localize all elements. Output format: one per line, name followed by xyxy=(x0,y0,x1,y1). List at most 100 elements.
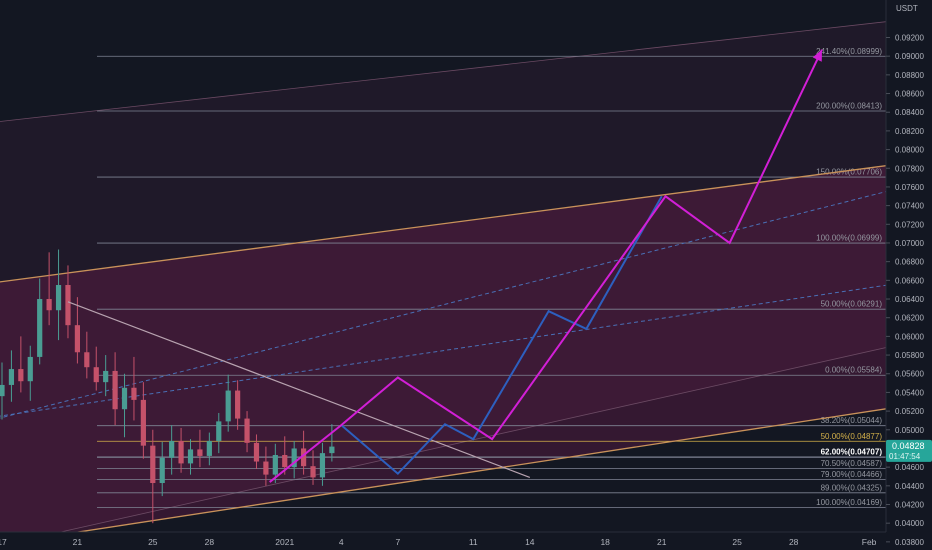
time-tick-label: 21 xyxy=(657,537,667,547)
time-axis[interactable]: 17 21 25 28 2021 4 7 11 14 18 21 25 28 Feb xyxy=(0,537,877,547)
candle-body[interactable] xyxy=(37,299,43,357)
time-tick-label: 25 xyxy=(732,537,742,547)
candle-body[interactable] xyxy=(235,390,241,419)
outer-channel-band xyxy=(0,21,886,532)
candle-body[interactable] xyxy=(18,369,24,382)
price-countdown: 01:47:54 xyxy=(889,452,921,461)
candle-body[interactable] xyxy=(244,418,250,443)
outer-upper-channel-line xyxy=(0,21,886,122)
candle-body[interactable] xyxy=(65,285,71,326)
time-tick-label: 7 xyxy=(395,537,400,547)
price-tick-label: 0.07400 xyxy=(895,202,924,211)
candle-body[interactable] xyxy=(131,387,137,400)
candle-body[interactable] xyxy=(206,440,212,456)
projection-arrow-head xyxy=(812,49,822,62)
price-tick-label: 0.07000 xyxy=(895,239,924,248)
candle-body[interactable] xyxy=(112,370,118,410)
fib-level-label: 79.00%(0.04466) xyxy=(821,470,883,479)
price-tick-label: 0.04600 xyxy=(895,463,924,472)
candle-body[interactable] xyxy=(272,454,278,475)
price-tick-label: 0.08600 xyxy=(895,90,924,99)
currency-label: USDT xyxy=(896,4,918,13)
price-tick-label: 0.08400 xyxy=(895,108,924,117)
price-tick-label: 0.06600 xyxy=(895,276,924,285)
fib-level-label: 89.00%(0.04325) xyxy=(821,483,883,492)
time-tick-label: 2021 xyxy=(275,537,294,547)
candle-body[interactable] xyxy=(159,457,165,484)
candle-body[interactable] xyxy=(46,299,52,311)
candle-body[interactable] xyxy=(93,367,99,383)
candle-body[interactable] xyxy=(301,448,307,467)
price-tick-label: 0.08000 xyxy=(895,146,924,155)
price-tick-label: 0.07600 xyxy=(895,183,924,192)
candle-body[interactable] xyxy=(329,446,335,454)
fib-level-label: 50.00%(0.06291) xyxy=(821,300,883,309)
fib-level-label: 100.00%(0.06999) xyxy=(816,234,882,243)
time-tick-label: 18 xyxy=(600,537,610,547)
candle-body[interactable] xyxy=(150,445,156,484)
time-tick-label: 28 xyxy=(205,537,215,547)
price-tick-label: 0.06400 xyxy=(895,295,924,304)
projection-path-pink[interactable] xyxy=(269,49,823,483)
candle-body[interactable] xyxy=(291,448,297,468)
fib-level-label: 241.40%(0.08999) xyxy=(816,47,882,56)
price-tick-label: 0.05400 xyxy=(895,388,924,397)
candle-body[interactable] xyxy=(225,390,231,422)
candle-body[interactable] xyxy=(121,387,128,410)
candle-body[interactable] xyxy=(55,285,62,311)
candle-body[interactable] xyxy=(0,384,5,397)
candle-body[interactable] xyxy=(103,370,109,383)
price-tick-label: 0.05000 xyxy=(895,426,924,435)
price-tick-label: 0.07200 xyxy=(895,220,924,229)
outer-lower-channel-line xyxy=(58,347,886,532)
price-tick-label: 0.05600 xyxy=(895,370,924,379)
price-tick-label: 0.08200 xyxy=(895,127,924,136)
fib-level-label: 50.00%(0.04877) xyxy=(821,432,883,441)
price-tick-label: 0.04200 xyxy=(895,501,924,510)
channel-lower-line[interactable] xyxy=(0,400,932,547)
fib-level-label: 38.20%(0.05044) xyxy=(821,416,883,425)
candle-body[interactable] xyxy=(169,440,175,458)
candle-body[interactable] xyxy=(263,461,269,475)
price-tick-label: 0.05800 xyxy=(895,351,924,360)
candle-body[interactable] xyxy=(310,466,316,478)
time-tick-label: 17 xyxy=(0,537,7,547)
candle-body[interactable] xyxy=(27,356,33,382)
price-tick-label: 0.07800 xyxy=(895,164,924,173)
time-tick-label: 11 xyxy=(469,537,478,547)
candle-body[interactable] xyxy=(8,369,15,385)
candle-body[interactable] xyxy=(282,454,288,468)
price-tick-label: 0.04400 xyxy=(895,482,924,491)
fib-level-label: 200.00%(0.08413) xyxy=(816,102,882,111)
channel-upper-line[interactable] xyxy=(0,158,932,284)
candle-body[interactable] xyxy=(216,421,222,441)
price-tick-label: 0.04000 xyxy=(895,519,924,528)
time-tick-label: 21 xyxy=(73,537,83,547)
descending-trendline[interactable] xyxy=(67,301,531,478)
price-axis[interactable]: 0.03800 0.04000 0.04200 0.04400 0.04600 0.048… xyxy=(886,34,924,547)
candle-body[interactable] xyxy=(140,399,146,446)
candle-body[interactable] xyxy=(197,449,203,456)
fib-level-label: 62.00%(0.04707) xyxy=(821,448,883,457)
price-tick-label: 0.08800 xyxy=(895,71,924,80)
candle-body[interactable] xyxy=(253,442,260,462)
price-tick-label: 0.03800 xyxy=(895,538,924,547)
time-tick-label: 4 xyxy=(339,537,344,547)
fib-level-label: 100.00%(0.04169) xyxy=(816,498,882,507)
candle-body[interactable] xyxy=(319,453,326,478)
candle-body[interactable] xyxy=(84,352,90,368)
price-tick-label: 0.06000 xyxy=(895,332,924,341)
channel-mid-line-b xyxy=(0,191,886,419)
price-tick-label: 0.09000 xyxy=(895,52,924,61)
candle-body[interactable] xyxy=(74,325,80,353)
fib-level-label: 70.50%(0.04587) xyxy=(821,459,883,468)
projection-path-blue[interactable] xyxy=(340,195,663,476)
candle-body[interactable] xyxy=(187,449,194,464)
price-tick-label: 0.05200 xyxy=(895,407,924,416)
fib-level-label: 0.00%(0.05584) xyxy=(825,366,882,375)
time-tick-label: Feb xyxy=(862,537,877,547)
price-tick-label: 0.06200 xyxy=(895,314,924,323)
candle-body[interactable] xyxy=(178,440,184,464)
current-price-badge: 0.04828 01:47:54 xyxy=(886,439,932,462)
